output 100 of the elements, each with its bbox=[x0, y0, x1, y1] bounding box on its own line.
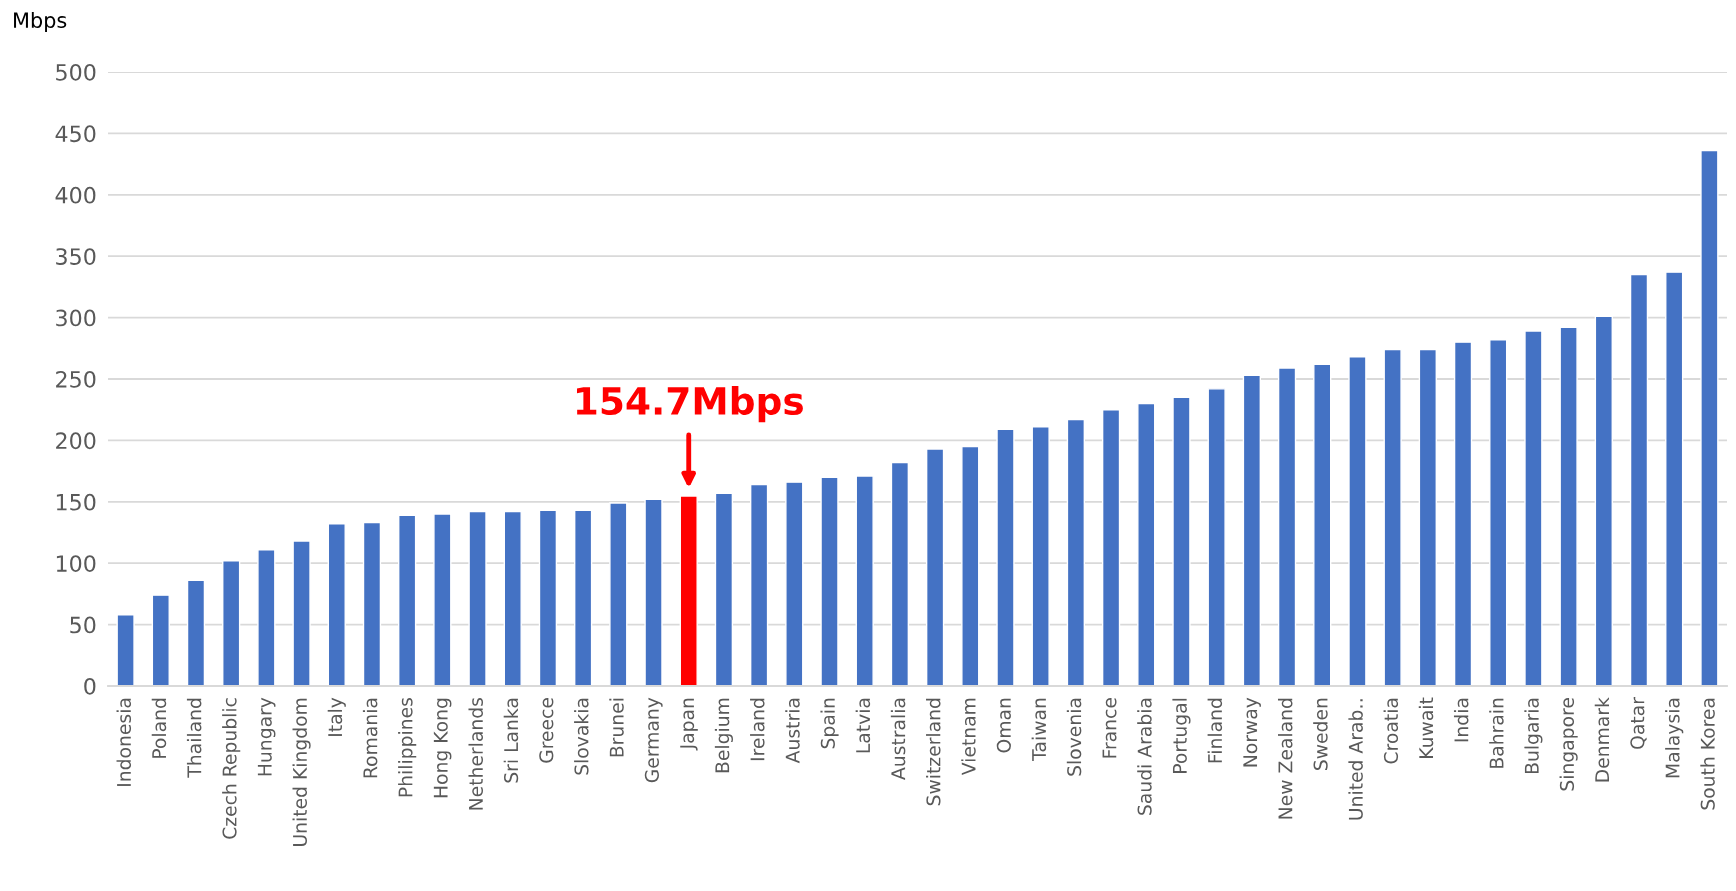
x-tick-label: Hong Kong bbox=[433, 698, 452, 798]
y-tick-label: 150 bbox=[56, 493, 96, 511]
x-tick-label: Indonesia bbox=[116, 698, 132, 786]
y-tick-label: 500 bbox=[56, 63, 96, 81]
x-tick-label: Greece bbox=[539, 698, 554, 763]
x-tick-label: Ireland bbox=[750, 698, 765, 761]
x-tick-label: Italy bbox=[327, 697, 346, 736]
x-tick-label: Kuwait bbox=[1418, 697, 1434, 758]
x-tick-label: Thailand bbox=[186, 698, 202, 778]
bar bbox=[925, 448, 945, 686]
y-tick-label: 300 bbox=[56, 309, 96, 327]
bar bbox=[644, 498, 663, 686]
y-tick-label: 450 bbox=[55, 125, 96, 143]
x-tick-label: Qatar bbox=[1630, 697, 1647, 749]
x-tick-label: Hungary bbox=[257, 697, 276, 776]
bar bbox=[116, 614, 135, 686]
bar bbox=[1348, 356, 1367, 686]
x-tick-label: Romania bbox=[362, 698, 378, 778]
x-tick-label: Slovenia bbox=[1066, 698, 1082, 776]
x-tick-label: Germany bbox=[644, 697, 663, 783]
x-tick-label: Spain bbox=[820, 698, 839, 749]
bar bbox=[1418, 348, 1437, 686]
x-tick-label: Sweden bbox=[1313, 698, 1328, 770]
bar bbox=[1242, 374, 1262, 686]
x-tick-label: Australia bbox=[890, 698, 906, 780]
x-tick-label: United Arab‥ bbox=[1348, 699, 1363, 820]
x-tick-label: India bbox=[1453, 698, 1469, 742]
x-tick-label: Bahrain bbox=[1489, 698, 1504, 768]
bar bbox=[1172, 396, 1191, 686]
x-tick-label: Belgium bbox=[714, 698, 733, 773]
bar bbox=[890, 461, 910, 686]
bar bbox=[749, 483, 769, 686]
x-tick-label: Czech Republic bbox=[222, 698, 241, 839]
x-tick-label: Singapore bbox=[1559, 698, 1578, 791]
x-tick-label: Vietnam bbox=[961, 698, 976, 776]
bar bbox=[1066, 418, 1086, 686]
bar bbox=[186, 579, 206, 686]
bar bbox=[398, 514, 417, 686]
bar bbox=[855, 475, 874, 686]
x-tick-label: Oman bbox=[996, 698, 1011, 753]
x-tick-label: Croatia bbox=[1383, 698, 1399, 764]
bar bbox=[151, 594, 170, 686]
bar bbox=[327, 523, 346, 686]
bar bbox=[609, 502, 628, 686]
x-tick-label: South Korea bbox=[1700, 698, 1715, 810]
y-axis-title: Mbps bbox=[14, 11, 67, 33]
x-tick-label: Bulgaria bbox=[1524, 698, 1543, 774]
bar bbox=[1594, 315, 1613, 686]
bar bbox=[714, 492, 734, 686]
bar bbox=[433, 513, 452, 686]
bar bbox=[1031, 426, 1050, 686]
y-tick-label: 350 bbox=[56, 248, 96, 265]
bar bbox=[961, 445, 980, 686]
x-tick-label: Portugal bbox=[1172, 698, 1191, 773]
bar bbox=[222, 560, 241, 686]
bar bbox=[292, 540, 311, 686]
bar bbox=[1207, 388, 1226, 686]
bar bbox=[996, 428, 1015, 686]
x-tick-label: Switzerland bbox=[926, 698, 941, 806]
x-tick-label: France bbox=[1102, 698, 1117, 758]
x-tick-label: Brunei bbox=[609, 698, 624, 757]
x-tick-label: Netherlands bbox=[468, 698, 483, 810]
bar bbox=[538, 509, 558, 686]
bar bbox=[1700, 149, 1719, 686]
x-tick-label: Norway bbox=[1243, 697, 1261, 767]
bar bbox=[679, 495, 698, 686]
bar bbox=[1665, 271, 1684, 686]
bar bbox=[1524, 330, 1543, 686]
x-tick-label: Latvia bbox=[855, 698, 871, 753]
bar bbox=[503, 510, 522, 686]
bar bbox=[468, 510, 487, 686]
bar bbox=[362, 521, 382, 686]
y-tick-label: 200 bbox=[56, 432, 96, 450]
y-tick-label: 100 bbox=[56, 555, 96, 572]
bar bbox=[257, 548, 276, 686]
bar bbox=[1137, 402, 1156, 686]
x-tick-label: Poland bbox=[151, 698, 167, 758]
x-tick-label: Austria bbox=[785, 698, 800, 764]
bar bbox=[785, 481, 804, 686]
x-tick-label: Sri Lanka bbox=[503, 698, 519, 783]
x-tick-label: Finland bbox=[1207, 698, 1223, 763]
x-tick-label: Japan bbox=[680, 698, 698, 751]
x-tick-label: Malaysia bbox=[1665, 698, 1684, 778]
bar bbox=[820, 476, 839, 686]
bar bbox=[1629, 273, 1649, 686]
x-tick-label: Denmark bbox=[1594, 697, 1610, 782]
y-tick-label: 250 bbox=[56, 370, 96, 388]
x-tick-label: Saudi Arabia bbox=[1137, 698, 1152, 815]
y-tick-label: 0 bbox=[84, 677, 96, 695]
x-tick-label: Slovakia bbox=[574, 698, 589, 775]
y-tick-label: 400 bbox=[55, 186, 96, 204]
bar bbox=[1383, 348, 1402, 686]
bar bbox=[1489, 339, 1508, 686]
x-tick-label: United Kingdom bbox=[292, 698, 311, 846]
bar bbox=[1313, 363, 1332, 686]
bar bbox=[1277, 367, 1297, 686]
x-tick-label: Philippines bbox=[398, 698, 417, 797]
x-tick-label: Taiwan bbox=[1031, 698, 1047, 761]
annotation: 154.7Mbps bbox=[576, 386, 803, 423]
bar bbox=[1453, 341, 1473, 686]
